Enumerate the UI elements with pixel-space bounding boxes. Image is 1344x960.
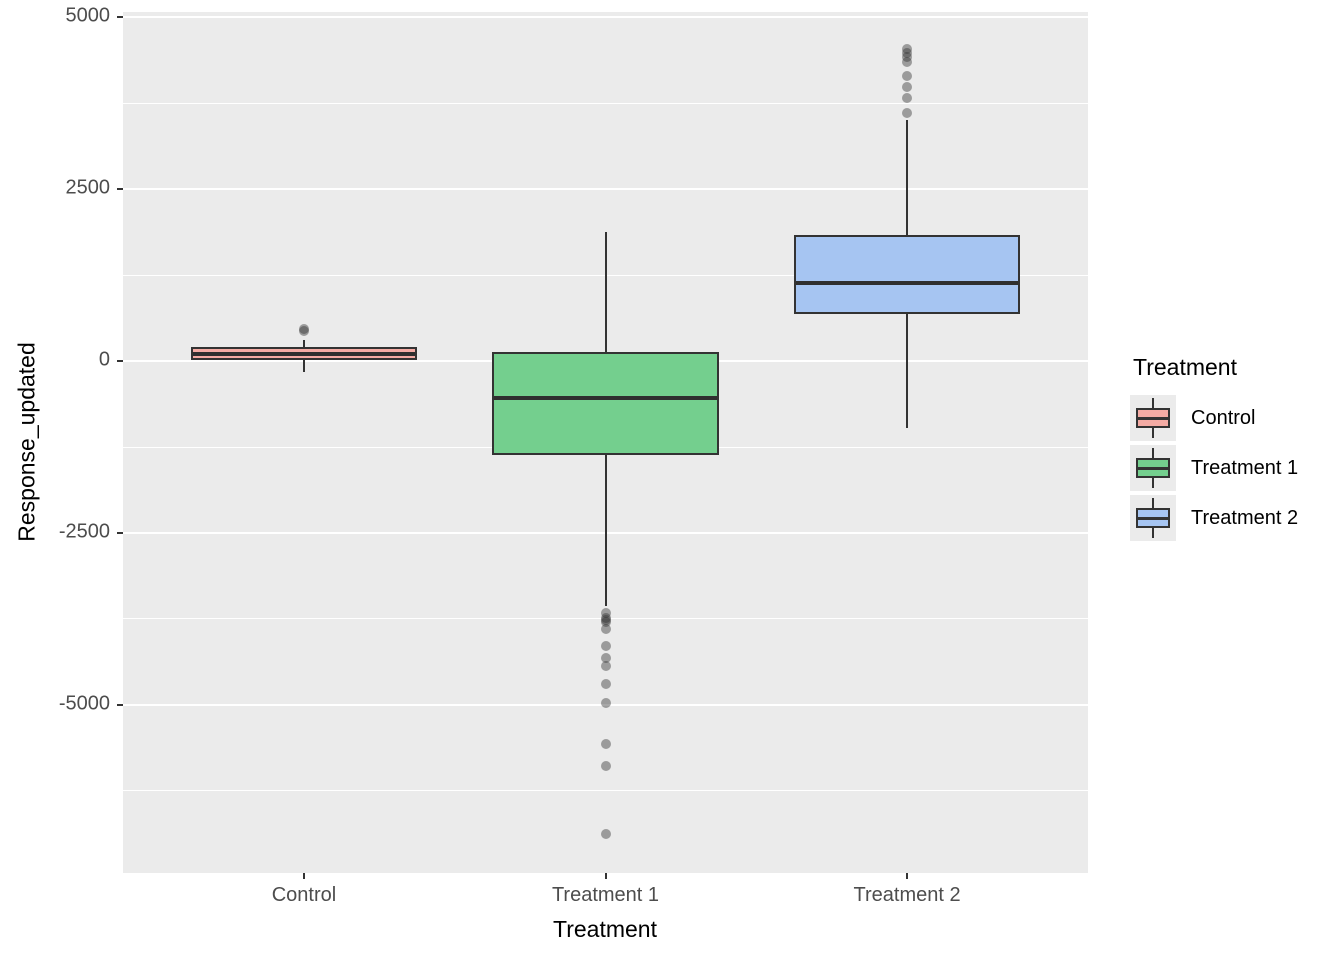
outlier-point (600, 697, 611, 708)
outlier-point (298, 324, 309, 335)
legend-entry-label: Treatment 1 (1191, 456, 1299, 479)
gridline-major (123, 188, 1088, 191)
outlier-point (600, 608, 611, 619)
outlier-point (298, 326, 309, 337)
y-tick-mark (117, 532, 123, 534)
x-tick-label: Treatment 2 (853, 884, 961, 906)
y-tick-label: 0 (98, 348, 110, 371)
legend-entry-2: Treatment 1 (1130, 445, 1298, 491)
outlier-point (902, 56, 913, 67)
legend-key-median (1136, 517, 1170, 520)
gridline-major (123, 16, 1088, 19)
outlier-point (600, 617, 611, 628)
legend-key-swatch (1130, 495, 1176, 541)
gridline-major (123, 703, 1088, 706)
y-tick-label: 5000 (65, 4, 111, 27)
outlier-point (600, 760, 611, 771)
outlier-point (902, 81, 913, 92)
legend-title: Treatment (1133, 354, 1237, 380)
legend-entry-label: Control (1191, 406, 1256, 429)
y-tick-label: -2500 (58, 520, 110, 543)
outlier-point (600, 679, 611, 690)
x-tick-label: Control (271, 884, 337, 906)
median-line (192, 351, 416, 356)
gridline-minor (123, 102, 1088, 104)
legend-entries: Control Treatment 1 Treatment 2 (1130, 395, 1298, 541)
outlier-point (902, 47, 913, 58)
x-tick-mark (604, 873, 607, 879)
outlier-point (600, 615, 611, 626)
legend-entry-3: Treatment 2 (1130, 495, 1298, 541)
outlier-point (600, 660, 611, 671)
median-line (795, 280, 1019, 285)
outlier-point (902, 108, 913, 119)
legend-key-median (1136, 417, 1170, 420)
y-tick-label: 2500 (65, 176, 111, 199)
plot-panel (123, 12, 1088, 873)
whisker-upper (604, 232, 607, 353)
x-tick-mark (906, 873, 909, 879)
y-tick-label: -5000 (58, 692, 110, 715)
y-tick-mark (117, 703, 123, 706)
x-tick-label: Treatment 1 (551, 884, 660, 906)
outlier-point (600, 623, 611, 634)
boxplot-box-2 (492, 352, 719, 456)
legend: Treatment Control Treatment 1 Treatment 2 (1130, 354, 1298, 545)
whisker-upper (302, 340, 305, 348)
y-tick-mark (117, 188, 123, 191)
legend-key-swatch (1130, 445, 1176, 491)
legend-key-swatch (1130, 395, 1176, 441)
legend-entry-label: Treatment 2 (1191, 506, 1299, 529)
outlier-point (600, 739, 611, 750)
legend-entry-1: Control (1130, 395, 1298, 441)
legend-key-median (1136, 467, 1170, 470)
y-tick-mark (117, 360, 123, 362)
median-line (494, 396, 717, 401)
outlier-point (600, 640, 611, 651)
x-axis-title: Treatment (553, 916, 657, 942)
outlier-point (600, 613, 611, 624)
whisker-upper (906, 119, 909, 236)
x-tick-mark (302, 873, 305, 879)
y-axis-title: Response_updated (13, 342, 40, 542)
outlier-point (600, 653, 611, 664)
gridline-minor (123, 790, 1088, 792)
y-tick-mark (117, 16, 123, 19)
whisker-lower (302, 359, 305, 372)
outlier-point (902, 51, 913, 62)
gridline-minor (123, 618, 1088, 620)
outlier-point (600, 829, 611, 840)
outlier-point (902, 92, 913, 103)
outlier-point (902, 71, 913, 82)
outlier-point (902, 43, 913, 54)
whisker-lower (604, 455, 607, 606)
boxplot-box-3 (793, 235, 1021, 314)
whisker-lower (906, 313, 909, 429)
